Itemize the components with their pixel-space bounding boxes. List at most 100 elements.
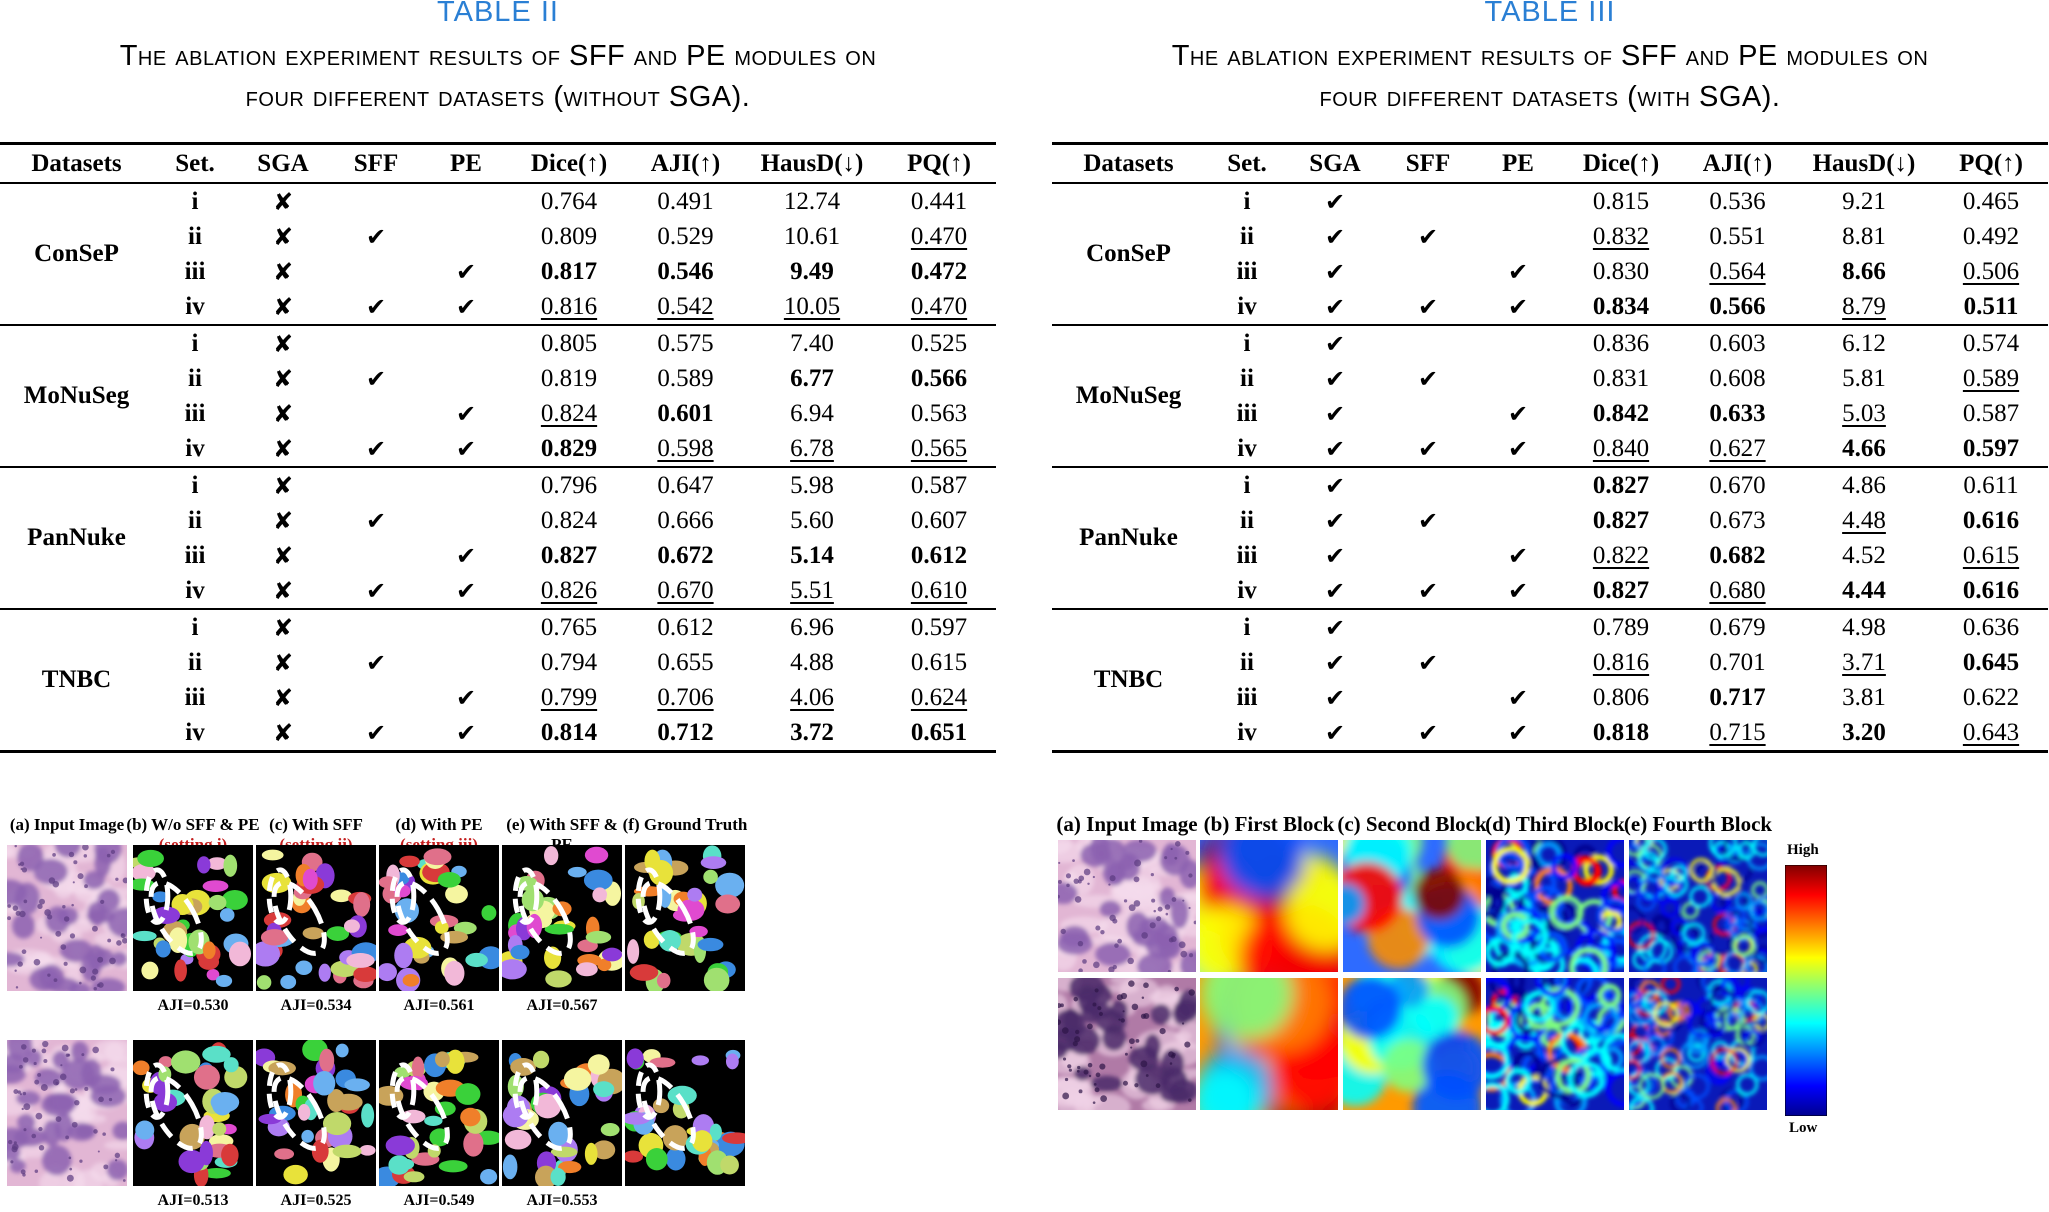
sff-mark: ✔ <box>1417 648 1439 677</box>
table-row: ii ✘ ✔ 0.794 0.655 4.88 0.615 <box>0 645 996 680</box>
dice-value: 0.827 <box>1561 573 1681 609</box>
pq-value: 0.587 <box>882 467 996 503</box>
dice-value: 0.806 <box>1561 680 1681 715</box>
dataset-name: MoNuSeg <box>23 382 130 409</box>
column-title: (b) First Block <box>1203 812 1335 836</box>
column-title: (c) Second Block <box>1337 812 1487 836</box>
setting-cell: iv <box>185 434 205 462</box>
pq-value-text: 0.470 <box>910 222 968 250</box>
dice-value-text: 0.806 <box>1592 683 1650 711</box>
hausd-value-text: 4.66 <box>1842 434 1886 462</box>
setting-cell: ii <box>1240 364 1254 392</box>
dataset-group: MoNuSeg i ✔ 0.836 0.603 6.12 0.574 ii ✔ ✔ 0.831 0.6… <box>1052 325 2048 467</box>
aji-value-text: 0.566 <box>1709 292 1766 320</box>
pq-value-text: 0.492 <box>1962 222 2020 250</box>
sga-mark: ✔ <box>1324 292 1346 321</box>
aji-value: 0.655 <box>629 645 742 680</box>
sga-mark: ✔ <box>1324 576 1346 605</box>
aji-score: AJI=0.549 <box>403 1192 475 1209</box>
dice-value-text: 0.818 <box>1592 718 1650 746</box>
pe-mark <box>423 645 509 680</box>
aji-value: 0.670 <box>629 573 742 609</box>
setting-cell: i <box>1243 329 1251 357</box>
sff-mark: ✔ <box>1417 364 1439 393</box>
column-title-text: (c) With SFF <box>269 815 363 834</box>
pe-mark <box>1475 219 1561 254</box>
pq-value-text: 0.597 <box>1962 434 2020 462</box>
hausd-value: 5.98 <box>742 467 882 503</box>
dice-value: 0.831 <box>1561 361 1681 396</box>
prediction-mask <box>256 1040 376 1186</box>
pq-value-text: 0.525 <box>910 329 968 357</box>
aji-value-text: 0.575 <box>657 329 714 357</box>
table-row: ii ✘ ✔ 0.809 0.529 10.61 0.470 <box>0 219 996 254</box>
sga-mark: ✔ <box>1324 648 1346 677</box>
dice-value-text: 0.840 <box>1592 434 1650 462</box>
table-row: TNBC i ✘ 0.765 0.612 6.96 0.597 <box>0 609 996 694</box>
hausd-value-text: 4.44 <box>1842 576 1886 604</box>
prediction-mask <box>133 845 253 991</box>
dice-value: 0.805 <box>509 325 629 361</box>
sga-mark: ✔ <box>1324 187 1346 216</box>
pq-value: 0.615 <box>882 645 996 680</box>
setting-cell: i <box>1243 471 1251 499</box>
dataset-group: TNBC i ✔ 0.789 0.679 4.98 0.636 ii ✔ ✔ 0.816 0.701 3… <box>1052 609 2048 752</box>
dice-value: 0.816 <box>1561 645 1681 680</box>
attention-heatmap <box>1200 978 1338 1110</box>
table-row: iv ✔ ✔ ✔ 0.827 0.680 4.44 0.616 <box>1052 573 2048 609</box>
aji-value: 0.551 <box>1681 219 1794 254</box>
dice-value-text: 0.826 <box>540 576 598 604</box>
table-iii-title-line1: The ablation experiment results of SFF a… <box>1171 40 1929 72</box>
sga-mark: ✔ <box>1324 434 1346 463</box>
pq-value-text: 0.587 <box>910 471 968 499</box>
aji-value: 0.627 <box>1681 431 1794 467</box>
pe-mark <box>423 219 509 254</box>
aji-value: 0.542 <box>629 289 742 325</box>
setting-cell: i <box>191 329 199 357</box>
pe-mark: ✔ <box>455 292 477 321</box>
sga-mark: ✘ <box>272 222 294 251</box>
dataset-name: ConSeP <box>1086 240 1171 267</box>
aji-value: 0.589 <box>629 361 742 396</box>
aji-value: 0.601 <box>629 396 742 431</box>
colorbar-high-label: High <box>1787 842 1819 858</box>
attention-heatmap <box>1200 840 1338 972</box>
pq-value: 0.645 <box>1934 645 2048 680</box>
pq-value: 0.492 <box>1934 219 2048 254</box>
aji-value: 0.712 <box>629 715 742 752</box>
column-title-text: (d) With PE <box>395 815 483 834</box>
dice-value: 0.842 <box>1561 396 1681 431</box>
pe-mark <box>1475 609 1561 645</box>
dice-value: 0.816 <box>509 289 629 325</box>
aji-value-text: 0.666 <box>657 506 714 534</box>
table-row: iv ✔ ✔ ✔ 0.834 0.566 8.79 0.511 <box>1052 289 2048 325</box>
setting-cell: iii <box>184 683 206 711</box>
aji-value-text: 0.546 <box>657 257 714 285</box>
sga-mark: ✘ <box>272 576 294 605</box>
table-ii: Datasets Set. SGA SFF PE Dice(↑) AJI(↑) HausD(↓… <box>0 142 996 753</box>
aji-value-text: 0.717 <box>1709 683 1766 711</box>
sga-mark: ✘ <box>272 471 294 500</box>
hausd-value-text: 4.86 <box>1842 471 1886 499</box>
aji-value-text: 0.670 <box>1709 471 1766 499</box>
aji-value-text: 0.589 <box>657 364 714 392</box>
column-header: Datasets <box>31 149 122 177</box>
setting-cell: i <box>1243 187 1251 215</box>
column-title-text: (a) Input Image <box>9 815 125 834</box>
table-row: TNBC i ✔ 0.789 0.679 4.98 0.636 <box>1052 609 2048 694</box>
sff-mark <box>1381 609 1475 645</box>
aji-value-text: 0.701 <box>1709 648 1766 676</box>
pq-value: 0.589 <box>1934 361 2048 396</box>
column-header: AJI(↑) <box>650 149 721 177</box>
hausd-value: 6.96 <box>742 609 882 645</box>
table-row: MoNuSeg i ✔ 0.836 0.603 6.12 0.574 <box>1052 325 2048 410</box>
table-row: PanNuke i ✔ 0.827 0.670 4.86 0.611 <box>1052 467 2048 552</box>
pq-value: 0.622 <box>1934 680 2048 715</box>
sga-mark: ✔ <box>1324 718 1346 747</box>
aji-value-text: 0.627 <box>1709 434 1766 462</box>
pq-value: 0.511 <box>1934 289 2048 325</box>
colorbar <box>1784 864 1828 1117</box>
sff-mark <box>1381 396 1475 431</box>
setting-cell: iii <box>184 257 206 285</box>
column-header: AJI(↑) <box>1702 149 1773 177</box>
